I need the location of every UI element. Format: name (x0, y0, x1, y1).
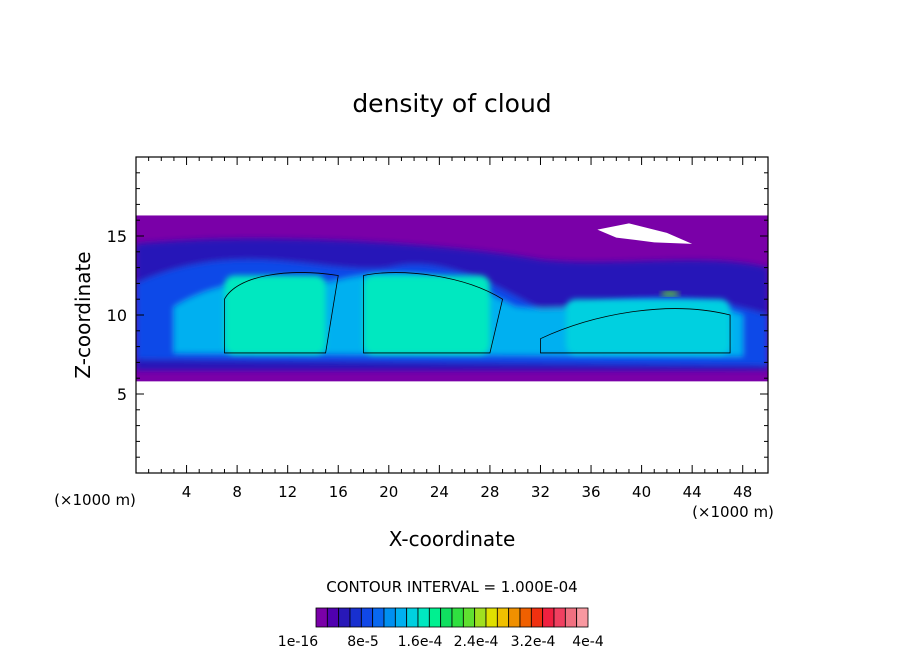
y-axis-ticks: 5 10 15 (107, 172, 768, 458)
colorbar-label: 3.2e-4 (511, 634, 556, 650)
contour-line-left (224, 272, 339, 354)
x-tick-label: 16 (329, 483, 348, 501)
y-tick-label: 10 (107, 306, 127, 325)
colorbar-swatch (576, 607, 589, 628)
colorbar-label: 4e-4 (572, 634, 604, 650)
colorbar-swatch (406, 607, 419, 628)
x-tick-label: 20 (379, 483, 398, 501)
colorbar-swatch (417, 607, 430, 628)
colorbar (315, 607, 589, 628)
y-axis-label: Z-coordinate (71, 251, 95, 378)
x-tick-label: 24 (430, 483, 449, 501)
y-tick-label: 15 (107, 227, 127, 246)
colorbar-swatch (315, 607, 328, 628)
colorbar-swatch (496, 607, 510, 628)
colorbar-swatch (372, 607, 385, 628)
x-tick-label: 32 (531, 483, 550, 501)
colorbar-swatch (519, 607, 532, 628)
colorbar-swatch (542, 607, 555, 628)
colorbar-swatch (394, 607, 408, 628)
x-unit-right: (×1000 m) (692, 503, 774, 521)
colorbar-swatch (530, 607, 544, 628)
cloud-density-field (136, 215, 768, 382)
colorbar-swatch (338, 607, 351, 628)
x-axis-ticks: 4 8 12 16 20 24 28 32 36 40 44 48 (148, 157, 756, 501)
core-region-1 (363, 275, 490, 355)
colorbar-labels: 1e-16 8e-5 1.6e-4 2.4e-4 3.2e-4 4e-4 (278, 634, 604, 650)
colorbar-swatch (508, 607, 521, 628)
colorbar-swatch (360, 607, 374, 628)
x-axis-label: X-coordinate (389, 527, 516, 551)
colorbar-swatch (553, 607, 566, 628)
colorbar-swatch (485, 607, 498, 628)
contour-line-mid (363, 272, 504, 354)
colorbar-label: 1e-16 (278, 634, 318, 650)
colorbar-swatch (349, 607, 362, 628)
core-region-2 (565, 299, 731, 355)
colorbar-swatch (440, 607, 453, 628)
colorbar-swatch (564, 607, 578, 628)
x-unit-left: (×1000 m) (54, 491, 136, 509)
colorbar-label: 8e-5 (347, 634, 378, 650)
core-region-3 (660, 291, 680, 297)
contour-line-right (540, 308, 731, 354)
colorbar-swatch (462, 607, 476, 628)
colorbar-swatch (428, 607, 442, 628)
x-tick-label: 44 (683, 483, 702, 501)
contour-interval-text: CONTOUR INTERVAL = 1.000E-04 (326, 578, 577, 596)
x-tick-label: 48 (733, 483, 752, 501)
x-tick-label: 28 (480, 483, 499, 501)
colorbar-label: 2.4e-4 (454, 634, 499, 650)
colorbar-swatch (383, 607, 396, 628)
core-region-0 (224, 275, 326, 355)
chart-title: density of cloud (352, 89, 551, 118)
x-tick-label: 8 (232, 483, 242, 501)
y-tick-label: 5 (117, 385, 127, 404)
colorbar-swatch (474, 607, 487, 628)
colorbar-swatch (451, 607, 464, 628)
x-tick-label: 40 (632, 483, 651, 501)
x-tick-label: 12 (278, 483, 297, 501)
colorbar-label: 1.6e-4 (398, 634, 443, 650)
colorbar-swatch (326, 607, 340, 628)
cloud-gap-top-right (597, 223, 693, 244)
x-tick-label: 4 (182, 483, 192, 501)
x-tick-label: 36 (581, 483, 600, 501)
